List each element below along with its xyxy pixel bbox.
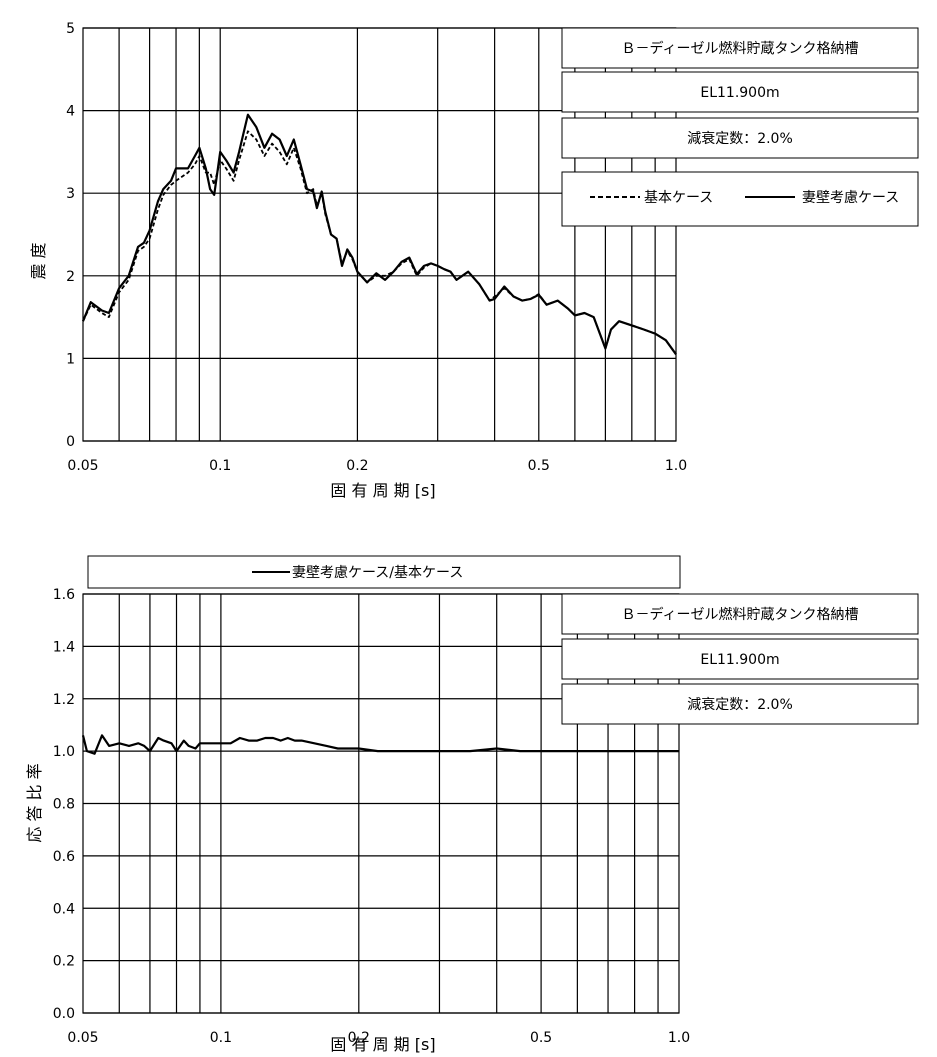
y-axis-label: 震 度 [29, 242, 48, 279]
y-axis-label: 応 答 比 率 [25, 763, 44, 842]
x-tick-label: 0.2 [348, 1030, 370, 1046]
x-tick-label: 0.1 [209, 458, 231, 474]
y-tick-label: 0.4 [53, 901, 75, 917]
y-tick-label: 3 [66, 186, 75, 202]
y-tick-label: 2 [66, 269, 75, 285]
y-tick-label: 5 [66, 21, 75, 37]
info-damping: 減衰定数：2.0% [687, 696, 793, 713]
series-group [81, 113, 677, 355]
legend-label-ratio: 妻壁考慮ケース/基本ケース [292, 564, 463, 581]
info-box-elevation [561, 638, 919, 680]
x-tick-label: 0.5 [530, 1030, 552, 1046]
info-box-title [561, 593, 919, 635]
x-tick-label: 0.2 [346, 458, 368, 474]
x-tick-label: 0.05 [67, 458, 98, 474]
legend-label-endwall: 妻壁考慮ケース [802, 190, 899, 206]
y-tick-label: 0.6 [53, 849, 75, 865]
info-elevation: EL11.900m [700, 652, 779, 668]
chart-response-ratio: 0.05 0.1 0.2 0.5 1.0 0.0 0.2 0.4 0.6 0.8 1.0 1.2 1.… [25, 555, 919, 1054]
series-group [81, 734, 679, 755]
x-tick-label: 1.0 [668, 1030, 690, 1046]
y-tick-label: 1 [66, 351, 75, 367]
info-damping: 減衰定数：2.0% [687, 130, 793, 147]
legend [561, 171, 919, 227]
y-tick-label: 0 [66, 434, 75, 450]
info-box-title [561, 27, 919, 69]
y-tick-label: 0.2 [53, 954, 75, 970]
y-tick-label: 0.8 [53, 797, 75, 813]
plot-frame [82, 27, 677, 442]
plot-frame [82, 593, 680, 1014]
info-elevation: EL11.900m [700, 85, 779, 101]
x-tick-label: 0.5 [528, 458, 550, 474]
x-tick-labels: 0.05 0.1 0.2 0.5 1.0 [67, 1030, 690, 1046]
y-tick-label: 1.2 [53, 692, 75, 708]
series-line-1 [82, 130, 677, 355]
info-title: Ｂ－ディーゼル燃料貯蔵タンク格納槽 [621, 40, 858, 57]
x-axis-label: 固 有 周 期 [s] [330, 481, 435, 500]
y-tick-label: 0.0 [53, 1006, 75, 1022]
x-tick-labels: 0.05 0.1 0.2 0.5 1.0 [67, 458, 687, 474]
y-tick-labels: 0.0 0.2 0.4 0.6 0.8 1.0 1.2 1.4 1.6 [53, 587, 75, 1022]
y-tick-label: 1.0 [53, 744, 75, 760]
legend [87, 555, 681, 589]
series-line-1 [81, 734, 679, 755]
info-box-elevation [561, 71, 919, 113]
info-box-damping [561, 683, 919, 725]
x-axis-label: 固 有 周 期 [s] [330, 1035, 435, 1054]
x-tick-label: 1.0 [665, 458, 687, 474]
x-tick-label: 0.05 [67, 1030, 98, 1046]
series-line-2 [81, 113, 677, 355]
info-box-damping [561, 117, 919, 159]
y-tick-label: 1.4 [53, 639, 75, 655]
x-tick-label: 0.1 [210, 1030, 232, 1046]
y-tick-labels: 0 1 2 3 4 5 [66, 21, 75, 450]
y-tick-label: 4 [66, 104, 75, 120]
y-tick-label: 1.6 [53, 587, 75, 603]
legend-label-base: 基本ケース [644, 189, 713, 206]
info-title: Ｂ－ディーゼル燃料貯蔵タンク格納槽 [621, 606, 858, 623]
